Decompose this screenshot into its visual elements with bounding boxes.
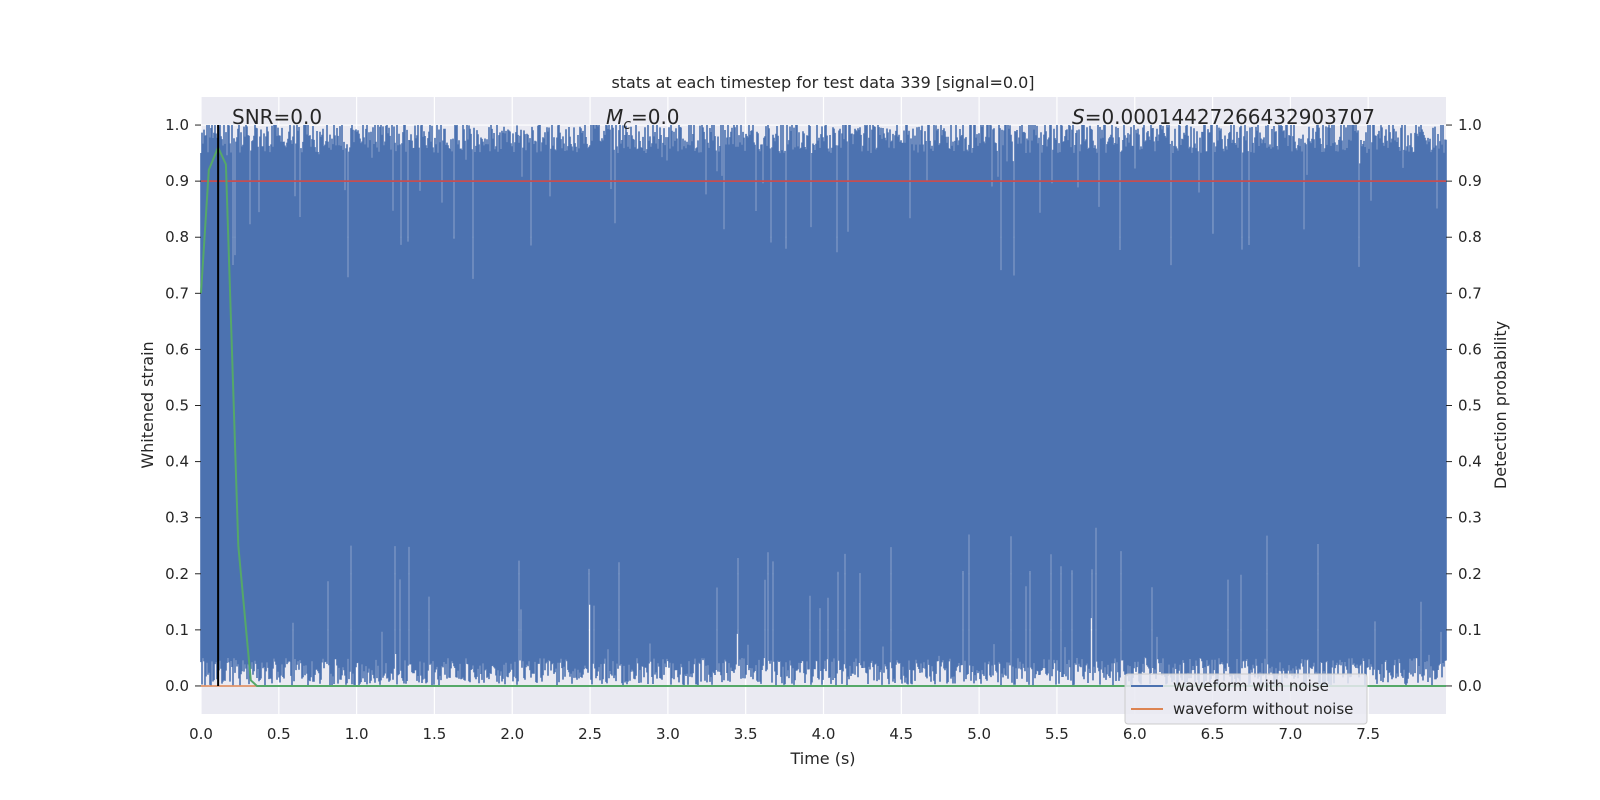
y-tick-label-left: 0.3 bbox=[165, 509, 189, 527]
y-tick-label-left: 0.0 bbox=[165, 677, 189, 695]
y-tick-label-right: 0.7 bbox=[1458, 284, 1482, 302]
x-tick-label: 4.0 bbox=[812, 725, 836, 743]
x-tick-label: 1.5 bbox=[423, 725, 447, 743]
x-tick-label: 0.0 bbox=[189, 725, 213, 743]
y-tick-label-right: 0.4 bbox=[1458, 453, 1482, 471]
y-axis-left-ticks: 0.0 0.1 0.2 0.3 0.4 0.5 0.6 0.7 0.8 0.9 1.0 bbox=[165, 116, 201, 695]
y-tick-label-left: 0.7 bbox=[165, 284, 189, 302]
y-tick-label-right: 0.9 bbox=[1458, 172, 1482, 190]
x-tick-label: 4.5 bbox=[889, 725, 913, 743]
y-tick-label-right: 0.5 bbox=[1458, 397, 1482, 415]
x-tick-label: 3.0 bbox=[656, 725, 680, 743]
y-tick-label-right: 1.0 bbox=[1458, 116, 1482, 134]
x-tick-label: 6.0 bbox=[1123, 725, 1147, 743]
y-tick-label-left: 0.8 bbox=[165, 228, 189, 246]
x-tick-label: 1.0 bbox=[345, 725, 369, 743]
y-tick-label-right: 0.8 bbox=[1458, 228, 1482, 246]
chirp-mass-annotation: Mc=0.0 bbox=[606, 105, 680, 133]
y-tick-label-left: 0.5 bbox=[165, 397, 189, 415]
y-tick-label-left: 0.1 bbox=[165, 621, 189, 639]
y-tick-label-left: 0.4 bbox=[165, 453, 189, 471]
detection-probability-line bbox=[200, 145, 1446, 687]
y-tick-label-right: 0.3 bbox=[1458, 509, 1482, 527]
y-axis-right-ticks: 0.0 0.1 0.2 0.3 0.4 0.5 0.6 0.7 0.8 0.9 1.0 bbox=[1446, 116, 1482, 695]
y-tick-label-left: 0.9 bbox=[165, 172, 189, 190]
chirp-mass-subscript: c bbox=[623, 117, 631, 133]
x-tick-label: 5.5 bbox=[1045, 725, 1069, 743]
x-tick-label: 5.0 bbox=[967, 725, 991, 743]
y-tick-label-right: 0.6 bbox=[1458, 340, 1482, 358]
chart-title: stats at each timestep for test data 339… bbox=[611, 73, 1034, 92]
x-tick-label: 3.5 bbox=[734, 725, 758, 743]
waveform-with-noise-series bbox=[200, 125, 1447, 686]
snr-annotation: SNR=0.0 bbox=[232, 105, 322, 129]
legend-label-noise: waveform with noise bbox=[1173, 677, 1329, 695]
y-axis-left-label: Whitened strain bbox=[138, 341, 157, 468]
y-tick-label-left: 0.6 bbox=[165, 340, 189, 358]
statistic-annotation: S=0.00014427266432903707 bbox=[1072, 105, 1375, 129]
chirp-mass-symbol: M bbox=[606, 105, 623, 129]
statistic-symbol: S bbox=[1072, 105, 1085, 129]
y-axis-right-label: Detection probability bbox=[1491, 321, 1510, 489]
statistic-value: =0.00014427266432903707 bbox=[1085, 105, 1375, 129]
y-tick-label-left: 0.2 bbox=[165, 565, 189, 583]
y-tick-label-right: 0.2 bbox=[1458, 565, 1482, 583]
legend-label-clean: waveform without noise bbox=[1173, 700, 1353, 718]
x-tick-label: 2.0 bbox=[500, 725, 524, 743]
x-tick-label: 2.5 bbox=[578, 725, 602, 743]
chirp-mass-value: =0.0 bbox=[631, 105, 680, 129]
legend: waveform with noise waveform without noi… bbox=[1124, 673, 1368, 725]
x-tick-label: 0.5 bbox=[267, 725, 291, 743]
x-axis-ticks: 0.0 0.5 1.0 1.5 2.0 2.5 3.0 3.5 4.0 4.5 5.0 5.5 6.0 6… bbox=[189, 725, 1380, 743]
x-tick-label: 7.5 bbox=[1356, 725, 1380, 743]
y-tick-label-left: 1.0 bbox=[165, 116, 189, 134]
x-axis-label: Time (s) bbox=[789, 749, 855, 768]
noise-waveform-path bbox=[200, 125, 1447, 686]
y-tick-label-right: 0.1 bbox=[1458, 621, 1482, 639]
x-tick-label: 7.0 bbox=[1278, 725, 1302, 743]
legend-box bbox=[1124, 673, 1368, 725]
x-tick-label: 6.5 bbox=[1201, 725, 1225, 743]
y-tick-label-right: 0.0 bbox=[1458, 677, 1482, 695]
